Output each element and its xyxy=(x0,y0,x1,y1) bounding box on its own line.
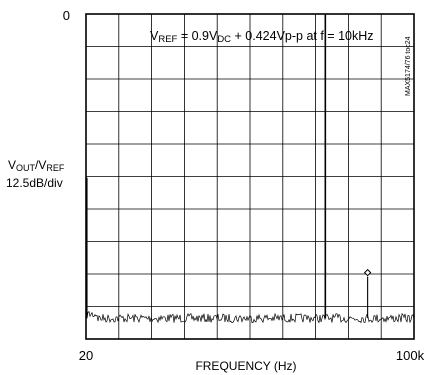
y-axis-scale-label: 12.5dB/div xyxy=(6,176,63,190)
plot-border xyxy=(85,13,415,340)
chart-title: VREF = 0.9VDC + 0.424Vp-p at f = 10kHz xyxy=(150,29,374,45)
noise-floor-trace xyxy=(85,309,415,324)
y-tick-label: 0 xyxy=(63,8,70,23)
x-tick-label: 20 xyxy=(79,348,93,363)
x-axis-label: FREQUENCY (Hz) xyxy=(195,359,296,373)
x-tick-label: 100k xyxy=(396,348,425,363)
y-axis-label: VOUT/VREF xyxy=(8,158,65,173)
figure-code-label: MAX5174/76 toc24 xyxy=(405,36,412,96)
diamond-marker xyxy=(363,268,372,277)
